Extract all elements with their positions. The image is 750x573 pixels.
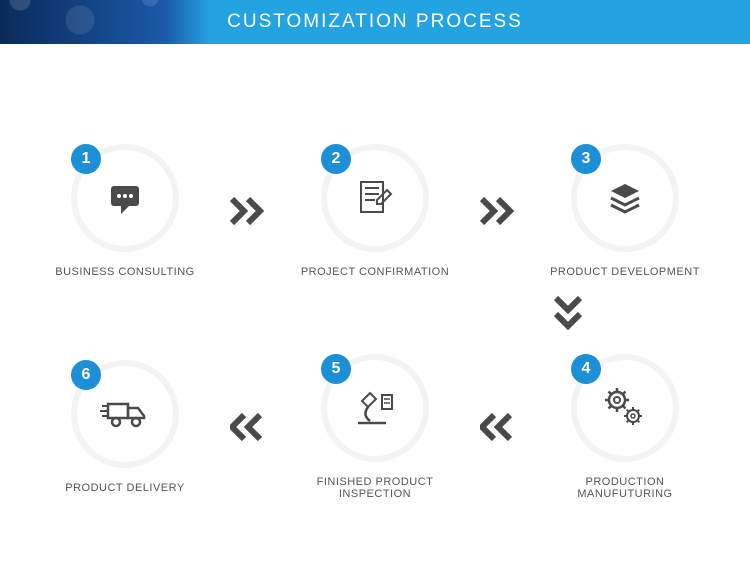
step-1-badge: 1 (71, 144, 101, 174)
step-4: 4 PRODUCTION MANUFUTURING (540, 354, 710, 500)
arrow-left-2 (228, 413, 272, 441)
arrow-right-2 (478, 197, 522, 225)
step-3: 3 PRODUCT DEVELOPMENT (540, 144, 710, 278)
step-3-badge: 3 (571, 144, 601, 174)
layers-icon (603, 176, 647, 220)
step-6: 6 PRODUCT DELIVERY (40, 360, 210, 494)
step-2: 2 PROJECT CONFIRMATION (290, 144, 460, 278)
step-2-label: PROJECT CONFIRMATION (301, 266, 449, 278)
step-6-circle: 6 (71, 360, 179, 468)
truck-icon (100, 392, 150, 436)
row-bottom: 6 PRODUCT DELIVERY 5 FINISHED PRODUCT IN… (40, 354, 710, 500)
step-6-label: PRODUCT DELIVERY (65, 482, 184, 494)
arrow-down-icon (554, 296, 582, 336)
step-2-circle: 2 (321, 144, 429, 252)
process-stage: 1 BUSINESS CONSULTING 2 PROJECT CONFIRMA… (0, 44, 750, 560)
step-1-label: BUSINESS CONSULTING (55, 266, 195, 278)
step-5-badge: 5 (321, 354, 351, 384)
step-1: 1 BUSINESS CONSULTING (40, 144, 210, 278)
step-3-circle: 3 (571, 144, 679, 252)
step-2-badge: 2 (321, 144, 351, 174)
chat-icon (103, 176, 147, 220)
step-5: 5 FINISHED PRODUCT INSPECTION (290, 354, 460, 500)
gears-icon (601, 384, 649, 432)
step-5-label: FINISHED PRODUCT INSPECTION (290, 476, 460, 500)
step-3-label: PRODUCT DEVELOPMENT (550, 266, 700, 278)
document-pencil-icon (351, 174, 399, 222)
microscope-icon (352, 385, 398, 431)
arrow-down-wrap (40, 296, 710, 336)
arrow-right-1 (228, 197, 272, 225)
step-4-badge: 4 (571, 354, 601, 384)
arrow-left-1 (478, 413, 522, 441)
step-4-circle: 4 (571, 354, 679, 462)
step-6-badge: 6 (71, 360, 101, 390)
header-title: CUSTOMIZATION PROCESS (227, 11, 523, 33)
step-5-circle: 5 (321, 354, 429, 462)
step-4-label: PRODUCTION MANUFUTURING (540, 476, 710, 500)
row-top: 1 BUSINESS CONSULTING 2 PROJECT CONFIRMA… (40, 144, 710, 278)
step-1-circle: 1 (71, 144, 179, 252)
header-banner: CUSTOMIZATION PROCESS (0, 0, 750, 44)
